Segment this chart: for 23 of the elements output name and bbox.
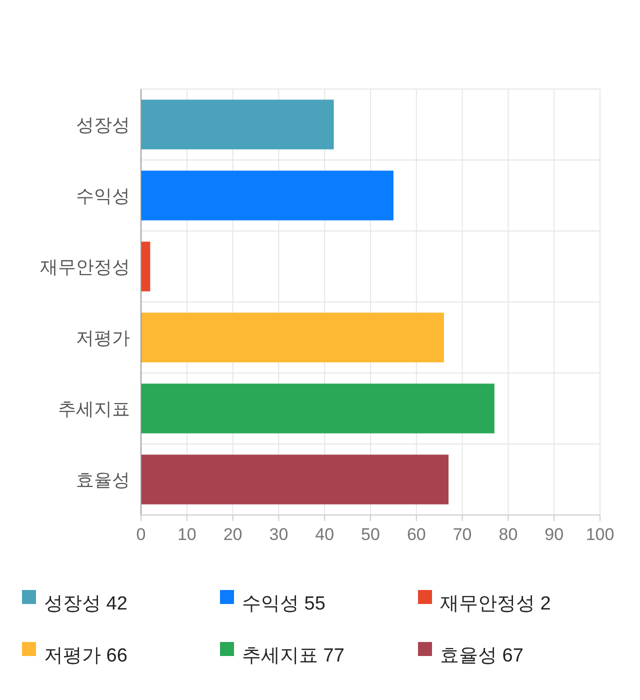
x-tick-label: 20 (223, 525, 242, 544)
legend-label: 추세지표 77 (242, 646, 344, 667)
x-tick-label: 40 (315, 525, 334, 544)
y-tick-label: 저평가 (76, 328, 130, 348)
x-tick-label: 10 (177, 525, 196, 544)
y-tick-label: 성장성 (76, 114, 130, 135)
legend-label: 성장성 42 (44, 594, 128, 615)
legend-label: 재무안정성 2 (440, 594, 551, 615)
y-tick-label: 재무안정성 (40, 256, 130, 277)
y-tick-label: 효율성 (76, 470, 130, 490)
y-tick-label: 추세지표 (58, 398, 130, 419)
y-tick-label: 수익성 (76, 186, 130, 206)
x-tick-label: 90 (544, 525, 564, 544)
x-tick-label: 50 (361, 525, 380, 544)
x-tick-label: 60 (406, 525, 426, 544)
x-tick-label: 70 (452, 525, 472, 544)
x-tick-label: 100 (586, 525, 614, 544)
legend-label: 수익성 55 (242, 594, 326, 615)
legend-label: 효율성 67 (440, 646, 524, 667)
x-tick-label: 30 (269, 525, 288, 544)
x-tick-label: 0 (136, 525, 146, 544)
legend-label: 저평가 66 (44, 646, 128, 667)
x-tick-label: 80 (498, 525, 518, 544)
